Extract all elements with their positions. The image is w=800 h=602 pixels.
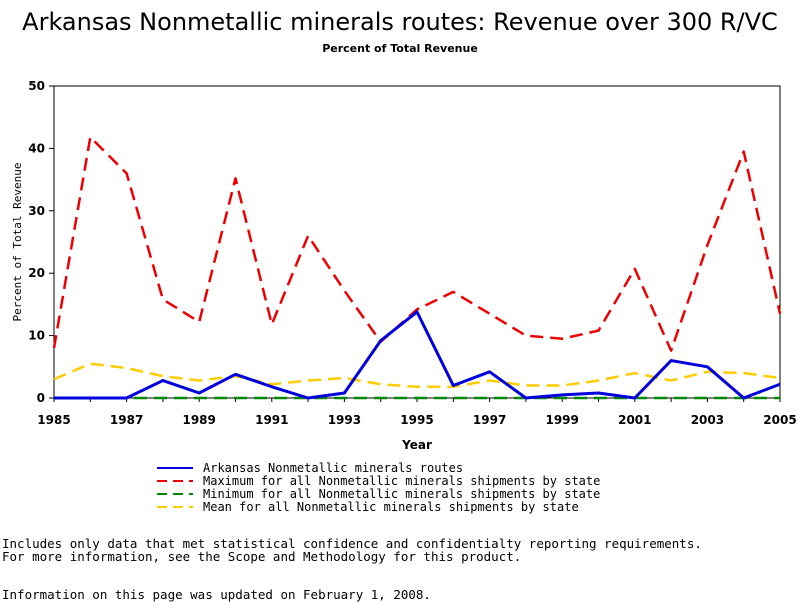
y-tick-label: 20 <box>28 266 45 280</box>
x-tick-label: 2001 <box>618 413 651 427</box>
series-line-3 <box>53 362 781 389</box>
x-axis: 1985 1987 1989 1991 1993 1995 1997 1999 2001 2003… <box>37 398 797 427</box>
y-axis: 0 10 20 30 40 50 <box>28 79 54 405</box>
y-tick-label: 30 <box>28 204 45 218</box>
series-lines <box>52 135 782 400</box>
x-axis-label: Year <box>401 438 432 452</box>
x-tick-label: 1997 <box>473 413 506 427</box>
y-tick-label: 50 <box>28 79 45 93</box>
legend-label: Mean for all Nonmetallic minerals shipme… <box>203 500 579 514</box>
legend-label: Minimum for all Nonmetallic minerals shi… <box>203 487 600 501</box>
series-line-1 <box>52 135 782 352</box>
footnote-methodology: For more information, see the Scope and … <box>2 549 522 564</box>
x-tick-label: 1989 <box>182 413 215 427</box>
x-tick-label: 1991 <box>255 413 288 427</box>
y-tick-label: 0 <box>37 391 45 405</box>
x-tick-label: 1995 <box>400 413 433 427</box>
y-tick-label: 40 <box>28 141 45 155</box>
footnote-confidentiality: Includes only data that met statistical … <box>2 536 702 551</box>
chart-subtitle: Percent of Total Revenue <box>322 42 478 55</box>
legend-label: Maximum for all Nonmetallic minerals shi… <box>203 474 600 488</box>
legend: Arkansas Nonmetallic minerals routesMaxi… <box>157 461 600 514</box>
x-tick-label: 1999 <box>545 413 578 427</box>
y-tick-label: 10 <box>28 329 45 343</box>
x-tick-label: 2003 <box>691 413 724 427</box>
chart-title: Arkansas Nonmetallic minerals routes: Re… <box>22 8 778 36</box>
x-tick-label: 1987 <box>110 413 143 427</box>
x-tick-label: 1985 <box>37 413 70 427</box>
x-tick-label: 2005 <box>763 413 796 427</box>
y-axis-label: Percent of Total Revenue <box>11 163 24 322</box>
footnote-updated: Information on this page was updated on … <box>2 587 431 602</box>
series-line-0 <box>54 310 781 400</box>
legend-label: Arkansas Nonmetallic minerals routes <box>203 461 463 475</box>
x-tick-label: 1993 <box>328 413 361 427</box>
